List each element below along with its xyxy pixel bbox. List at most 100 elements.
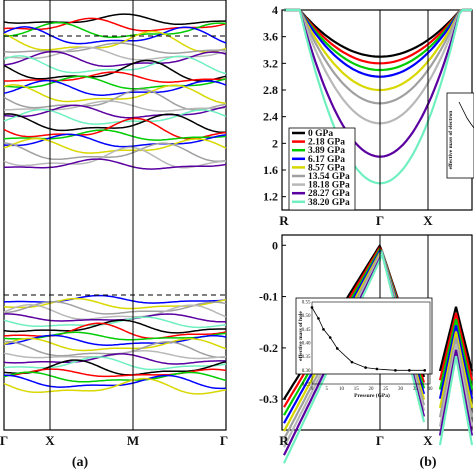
- hole-inset-plot: 0 5 10 15 20 25 30 35 40 0.25 0.30 0.35 0.40 0.45 0.50…: [302, 301, 433, 393]
- conduction-band-9: [3, 59, 227, 82]
- valence-band-19: [3, 377, 227, 395]
- hole-inset-point-9: [408, 369, 411, 372]
- electron-inset-frame: [446, 92, 474, 179]
- hole-inset-point-10: [423, 369, 426, 372]
- hole-inset-xtick-2: 10: [339, 387, 345, 392]
- panel-a-frame: [3, 0, 227, 431]
- conduction-band-21: [3, 133, 227, 148]
- legend-entry-0: 0 GPa: [308, 129, 333, 139]
- bt-ytick-label-2: 2: [272, 136, 278, 150]
- hole-inset-xtick-0: 0: [311, 387, 314, 392]
- bt-ytick-label-1: 1.6: [263, 163, 278, 177]
- hole-inset-ytick-0: 0.25: [302, 383, 311, 388]
- hole-inset-ylabel: effective mass of hole: [298, 311, 304, 361]
- panel-b-top-yticks: 1.2 1.6 2 2.4 2.8 3.2 3.6 4: [263, 3, 286, 204]
- conduction-band-24: [3, 146, 226, 169]
- bt-ytick-label-0: 1.2: [263, 190, 278, 204]
- valence-band-6: [3, 319, 226, 334]
- conduction-band-25: [3, 158, 227, 170]
- hole-mass-inset: 0 5 10 15 20 25 30 35 40 0.25 0.30 0.35 0.40 0.45 0.50…: [295, 297, 433, 399]
- hole-inset-xlabel: Pressure (GPa): [354, 392, 390, 399]
- bt-ytick-label-4: 2.8: [263, 83, 278, 97]
- conduction-curve-1: [284, 8, 472, 65]
- panel-a-xtick-1: X: [45, 433, 55, 448]
- conduction-curve-6: [284, 8, 472, 125]
- bb-ytick-label-0: 0: [272, 238, 278, 252]
- conduction-band-0: [3, 13, 226, 25]
- conduction-curve-4: [284, 8, 472, 92]
- hole-inset-point-3: [328, 336, 332, 339]
- conduction-band-8: [3, 55, 227, 75]
- panel-b-top-curves: [284, 8, 472, 185]
- valence-band-17: [3, 371, 227, 383]
- valence-band-8: [4, 331, 227, 341]
- panel-b-bottom-frame: [281, 234, 473, 431]
- bt-ytick-label-7: 4: [272, 3, 278, 17]
- hole-inset-point-7: [375, 367, 379, 371]
- hole-inset-ytick-4: 0.45: [302, 328, 311, 333]
- legend-entry-6: 18.18 GPa: [308, 181, 350, 191]
- electron-mass-inset: effective mass of electron: [446, 92, 474, 179]
- conduction-band-4: [3, 30, 227, 53]
- hole-inset-xtick-7: 35: [413, 387, 419, 392]
- valence-curve-right-2: [438, 318, 474, 390]
- panel-b-bottom-yticks: 0 -0.1 -0.2 -0.3: [259, 238, 286, 406]
- panel-b-label: (b): [419, 455, 436, 470]
- conduction-band-10: [4, 71, 226, 83]
- valence-curve-right-3: [438, 325, 474, 399]
- bt-ytick-label-5: 3.2: [263, 56, 278, 70]
- legend-entry-2: 3.89 GPa: [308, 146, 345, 156]
- panel-b-bottom-xtick-gamma: Γ: [376, 433, 384, 448]
- panel-a-xtick-3: Γ: [220, 433, 228, 448]
- hole-inset-axes: [311, 301, 431, 385]
- conduction-band-23: [3, 142, 227, 162]
- legend-entry-3: 6.17 GPa: [308, 155, 345, 165]
- panel-b-bottom-xtick-x: X: [423, 433, 433, 448]
- hole-inset-ytick-3: 0.40: [302, 342, 311, 347]
- panel-a-xtick-0: Γ: [0, 433, 8, 448]
- bb-ytick-label-1: -0.1: [259, 290, 278, 304]
- conduction-band-5: [3, 42, 226, 54]
- bt-ytick-label-3: 2.4: [263, 110, 278, 124]
- legend-entry-5: 13.54 GPa: [308, 172, 350, 182]
- legend-entry-4: 8.57 GPa: [308, 163, 345, 173]
- electron-inset-ylabel: effective mass of electron: [448, 111, 454, 170]
- hole-inset-point-6: [364, 366, 367, 369]
- panel-a-valence-bands: [3, 294, 227, 395]
- valence-curve-right-6: [438, 343, 474, 427]
- conduction-band-16: [3, 104, 227, 119]
- valence-band-2: [3, 300, 227, 315]
- panel-b-top-xtick-r: R: [279, 213, 289, 228]
- hole-inset-ytick-5: 0.50: [302, 314, 311, 319]
- conduction-band-2: [4, 21, 227, 39]
- panel-b-bottom-xtick-r: R: [279, 433, 289, 448]
- hole-inset-point-0: [310, 306, 314, 309]
- panel-a-conduction-bands: [3, 13, 227, 170]
- valence-band-14: [3, 356, 227, 371]
- panel-a-xtick-2: M: [127, 433, 139, 448]
- conduction-band-17: [3, 108, 227, 125]
- panel-b-top-xtick-x: X: [423, 213, 433, 228]
- valence-band-13: [3, 353, 226, 365]
- valence-curve-right-7: [438, 349, 474, 436]
- panel-a-label: (a): [72, 455, 89, 470]
- valence-curve-right-5: [438, 337, 474, 418]
- bb-ytick-label-2: -0.2: [259, 341, 278, 355]
- conduction-band-18: [3, 113, 227, 134]
- valence-curve-right-4: [438, 331, 474, 409]
- valence-band-0: [3, 294, 227, 304]
- conduction-curve-0: [284, 8, 472, 58]
- valence-band-5: [3, 316, 227, 329]
- legend-entry-8: 38.20 GPa: [308, 198, 350, 208]
- hole-inset-frame: [295, 297, 433, 375]
- valence-band-18: [4, 374, 227, 390]
- panel-a-band-structure: Γ X M Γ (a): [0, 0, 228, 470]
- bb-ytick-label-3: -0.3: [259, 392, 278, 406]
- valence-curve-right-8: [438, 355, 474, 446]
- hole-inset-point-8: [394, 369, 397, 372]
- conduction-band-3: [3, 26, 227, 45]
- conduction-band-19: [3, 117, 227, 140]
